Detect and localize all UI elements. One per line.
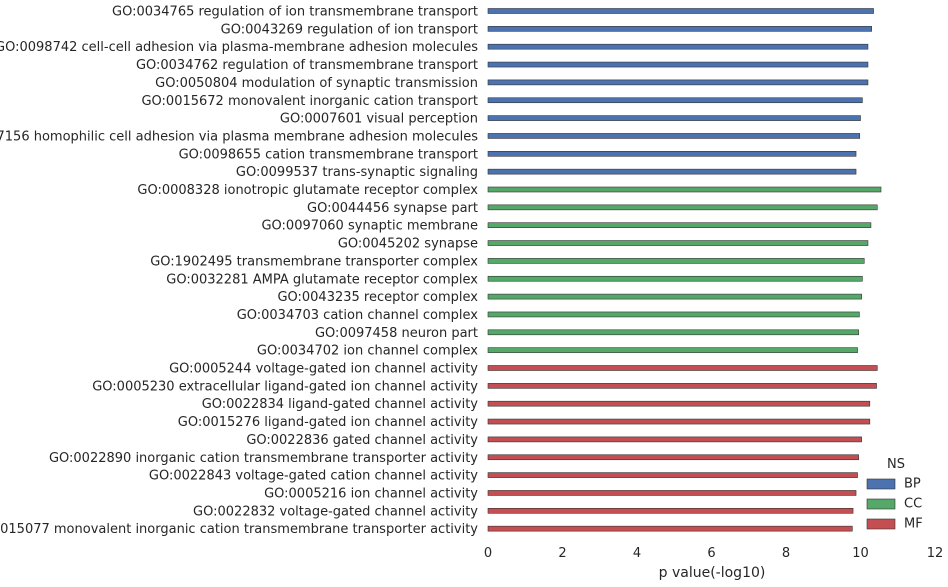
bar-mf (487, 525, 853, 532)
category-label: GO:0005244 voltage-gated ion channel act… (169, 362, 478, 377)
bar-cc (487, 275, 863, 282)
legend-label-cc: CC (904, 497, 922, 512)
category-label: GO:0097060 synaptic membrane (261, 219, 478, 234)
bars-layer (487, 8, 882, 532)
bar-cc (487, 222, 872, 228)
legend-title: NS (887, 457, 905, 472)
category-label: GO:0022890 inorganic cation transmembran… (49, 451, 478, 466)
x-tick-label: 4 (633, 546, 641, 561)
bar-cc (487, 186, 882, 193)
bar-bp (487, 115, 861, 121)
category-label: GO:0022843 voltage-gated cation channel … (149, 469, 478, 484)
legend-label-mf: MF (904, 517, 923, 532)
legend-swatch-bp (866, 478, 896, 490)
x-tick-label: 8 (782, 546, 790, 561)
bar-mf (487, 490, 857, 496)
x-axis-title: p value(-log10) (659, 565, 766, 581)
x-tick-label: 0 (484, 546, 492, 561)
legend: NS BP CC MF (866, 457, 923, 532)
bar-cc (487, 240, 869, 246)
legend-swatch-cc (866, 498, 896, 510)
category-label: GO:0015077 monovalent inorganic cation t… (0, 522, 478, 537)
category-label: GO:0098742 cell-cell adhesion via plasma… (0, 40, 478, 55)
bar-mf (487, 507, 854, 514)
category-label: GO:0098655 cation transmembrane transpor… (179, 147, 478, 162)
category-label: GO:0050804 modulation of synaptic transm… (155, 76, 478, 91)
category-label: GO:0043235 receptor complex (277, 290, 478, 305)
bar-bp (487, 61, 869, 68)
bar-cc (487, 293, 862, 300)
x-tick-label: 12 (927, 546, 944, 561)
bar-mf (487, 454, 859, 461)
bar-cc (487, 258, 865, 264)
category-label: GO:0034702 ion channel complex (257, 344, 478, 359)
x-tick-label: 6 (707, 546, 715, 561)
category-label: GO:0045202 synapse (338, 237, 478, 252)
category-label: GO:0005230 extracellular ligand-gated io… (92, 379, 478, 394)
bar-mf (487, 383, 877, 389)
category-label: GO:0099537 trans-synaptic signaling (236, 165, 478, 180)
bar-cc (487, 329, 859, 336)
category-label: GO:0007601 visual perception (280, 112, 478, 127)
bar-bp (487, 79, 869, 86)
category-label: GO:0044456 synapse part (307, 201, 478, 216)
bar-bp (487, 43, 869, 50)
bar-bp (487, 168, 857, 175)
bar-mf (487, 472, 858, 478)
x-tick-label: 2 (558, 546, 566, 561)
x-tick-label: 10 (852, 546, 869, 561)
category-label: GO:0015276 ligand-gated ion channel acti… (178, 415, 479, 430)
legend-swatch-mf (866, 518, 896, 530)
bar-mf (487, 418, 871, 425)
category-label: GO:0008328 ionotropic glutamate receptor… (137, 183, 478, 198)
x-axis-ticks: 0 2 4 6 8 10 12 (484, 546, 943, 561)
category-label: GO:0097458 neuron part (315, 326, 478, 341)
category-label: GO:0005216 ion channel activity (264, 486, 478, 501)
bar-mf (487, 400, 871, 407)
bar-mf (487, 365, 878, 371)
category-label: GO:0022836 gated channel activity (246, 433, 478, 448)
bar-bp (487, 133, 861, 139)
category-label: GO:0043269 regulation of ion transport (221, 22, 478, 37)
bar-cc (487, 347, 858, 353)
category-label: GO:0032281 AMPA glutamate receptor compl… (166, 272, 478, 287)
category-label: GO:0007156 homophilic cell adhesion via … (0, 129, 478, 144)
category-label: GO:0034765 regulation of ion transmembra… (112, 5, 478, 20)
bar-bp (487, 97, 863, 104)
category-labels: GO:0034765 regulation of ion transmembra… (0, 5, 478, 538)
bar-bp (487, 151, 857, 157)
category-label: GO:0015672 monovalent inorganic cation t… (141, 94, 478, 109)
category-label: GO:0034703 cation channel complex (237, 308, 479, 323)
category-label: GO:0022834 ligand-gated channel activity (202, 397, 479, 412)
bar-cc (487, 204, 878, 211)
bar-bp (487, 26, 872, 32)
bar-mf (487, 436, 862, 443)
category-label: GO:0022832 voltage-gated channel activit… (193, 504, 478, 519)
legend-label-bp: BP (904, 477, 921, 492)
bar-bp (487, 8, 874, 14)
category-label: GO:1902495 transmembrane transporter com… (150, 254, 478, 269)
bar-cc (487, 311, 860, 318)
category-label: GO:0034762 regulation of transmembrane t… (136, 58, 478, 73)
